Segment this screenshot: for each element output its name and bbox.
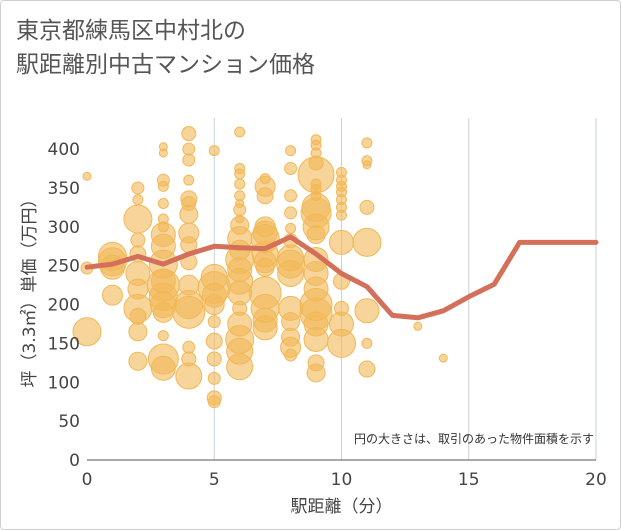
y-tick-label: 250 — [48, 257, 80, 277]
bubble-point — [208, 145, 220, 157]
bubble-point — [226, 353, 254, 381]
y-tick-label: 400 — [48, 140, 80, 160]
bubble-point — [206, 351, 222, 367]
chart-title: 東京都練馬区中村北の 駅距離別中古マンション価格 — [16, 14, 315, 82]
bubble-point — [256, 187, 274, 205]
bubble-point — [284, 189, 298, 203]
bubble-point — [234, 168, 246, 180]
bubble-point — [438, 353, 448, 363]
bubble-point — [132, 194, 144, 206]
bubble-point — [123, 204, 153, 234]
trend-line — [84, 234, 599, 321]
x-tick-label: 20 — [585, 470, 607, 490]
bubble-point — [352, 227, 382, 257]
bubble-point — [235, 199, 245, 208]
bubble-point — [235, 214, 245, 224]
bubble-point — [72, 317, 102, 347]
bubble-point — [157, 330, 169, 342]
size-annotation: 円の大きさは、取引のあった物件面積を示す — [354, 431, 594, 446]
bubble-point — [150, 355, 176, 381]
x-axis-ticks: 0 5 10 15 20 — [82, 470, 607, 490]
bubble-point — [130, 232, 146, 248]
bubble-layer — [72, 126, 448, 409]
x-tick-label: 5 — [209, 470, 220, 490]
bubble-point — [181, 126, 197, 142]
bubble-point — [329, 229, 354, 255]
x-tick-label: 10 — [331, 470, 353, 490]
bubble-point — [361, 337, 373, 349]
bubble-point — [207, 371, 221, 385]
bubble-point — [183, 174, 195, 186]
bubble-point — [182, 153, 196, 167]
bubble-point — [234, 178, 246, 190]
bubble-point — [362, 160, 372, 170]
bubble-point — [101, 284, 123, 306]
bubble-point — [327, 328, 356, 358]
bubble-point — [306, 225, 326, 245]
bubble-point — [131, 181, 145, 195]
bubble-point — [129, 307, 147, 325]
bubble-point — [82, 171, 92, 181]
bubble-point — [182, 142, 196, 156]
bubble-point — [413, 321, 423, 331]
y-tick-label: 100 — [48, 373, 80, 393]
bubble-point — [128, 322, 148, 342]
bubble-point — [179, 204, 199, 224]
bubble-point — [128, 351, 148, 371]
bubble-point — [172, 295, 206, 329]
bubble-point — [361, 137, 373, 149]
y-tick-label: 300 — [48, 218, 80, 238]
bubble-point — [336, 209, 347, 221]
bubble-point — [207, 315, 221, 329]
bubble-point — [207, 395, 221, 409]
x-tick-label: 15 — [458, 470, 480, 490]
bubble-point — [152, 301, 174, 323]
bubble-point — [277, 259, 305, 287]
y-axis-label: 坪（3.3㎡）単価（万円） — [20, 190, 40, 387]
bubble-point — [252, 315, 278, 341]
bubble-point — [306, 363, 326, 383]
bubble-point — [203, 294, 225, 316]
bubble-point — [359, 199, 375, 215]
bubble-point — [284, 206, 298, 220]
chart-title-line-2: 駅距離別中古マンション価格 — [16, 52, 315, 78]
bubble-point — [285, 222, 297, 234]
y-tick-label: 50 — [58, 412, 80, 432]
y-tick-label: 150 — [48, 334, 80, 354]
bubble-point — [175, 362, 203, 390]
bubble-point — [284, 348, 298, 362]
bubble-point — [255, 257, 275, 277]
bubble-point — [205, 332, 223, 350]
chart-title-line-1: 東京都練馬区中村北の — [16, 18, 246, 44]
bubble-point — [284, 162, 298, 176]
bubble-point — [234, 126, 246, 138]
bubble-point — [303, 327, 329, 353]
bubble-point — [157, 198, 169, 209]
y-axis-ticks: 0 50 100 150 200 250 300 350 400 — [48, 140, 80, 471]
bubble-point — [358, 360, 376, 378]
bubble-point — [285, 145, 297, 157]
y-tick-label: 0 — [69, 451, 80, 471]
bubble-point — [354, 298, 380, 324]
y-tick-label: 200 — [48, 296, 80, 316]
bubble-point — [157, 180, 169, 192]
bubble-point — [158, 148, 168, 158]
x-axis-label: 駅距離（分） — [291, 497, 393, 517]
y-tick-label: 350 — [48, 179, 80, 199]
x-tick-label: 0 — [82, 470, 93, 490]
